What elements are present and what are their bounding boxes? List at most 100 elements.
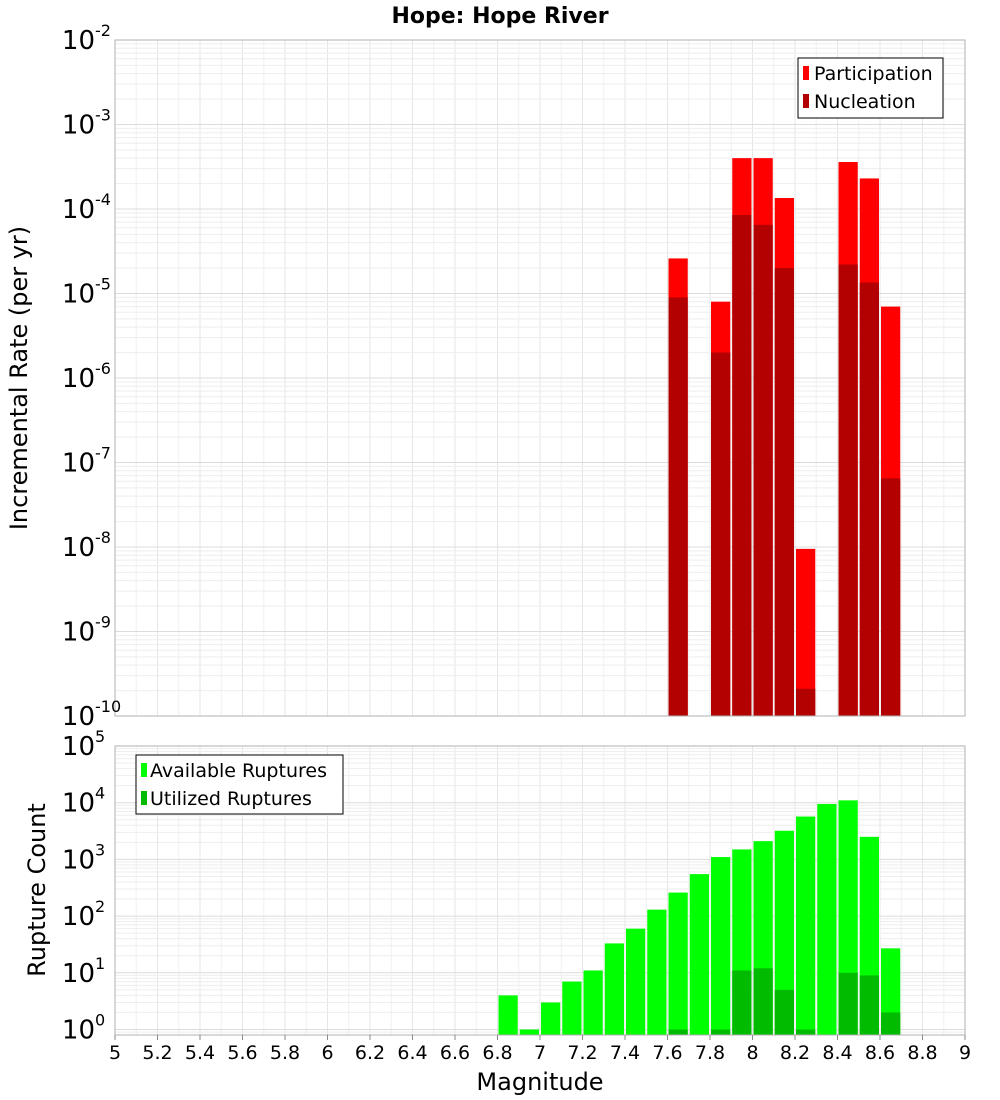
x-tick-label: 7.2 [567, 1042, 597, 1064]
legend-swatch-participation [803, 66, 809, 80]
x-tick-label: 8.2 [780, 1042, 810, 1064]
bar-available-ruptures [774, 830, 794, 1035]
rate-legend: Participation Nucleation [797, 57, 944, 119]
y-tick-label: 10 [62, 732, 95, 762]
bar-utilized-ruptures [796, 1029, 816, 1035]
x-tick-label: 5 [109, 1042, 121, 1064]
bar-utilized-ruptures [668, 1029, 688, 1035]
bar-available-ruptures [647, 909, 667, 1035]
y-tick-label: 10 [62, 26, 95, 56]
bar-nucleation [668, 297, 688, 716]
bar-nucleation [711, 352, 731, 716]
x-tick-label: 6.2 [355, 1042, 385, 1064]
bar-nucleation [881, 478, 901, 716]
y-tick-exponent: 3 [95, 840, 105, 859]
y-tick-label: 10 [62, 111, 95, 141]
count-legend-box [135, 754, 344, 815]
x-tick-label: 9 [959, 1042, 971, 1064]
bar-available-ruptures [604, 943, 624, 1035]
legend-label-utilized: Utilized Ruptures [150, 788, 312, 810]
bar-nucleation [774, 268, 794, 716]
x-tick-label: 6.8 [482, 1042, 512, 1064]
bar-utilized-ruptures [753, 968, 773, 1035]
magnitude-x-ticks: 5 5.2 5.4 5.6 5.8 6 6.2 6.4 6.6 6.8 7 7.2 7.4 7.6 7.8 8… [109, 1035, 971, 1064]
bar-nucleation [796, 688, 816, 716]
x-tick-label: 5.4 [185, 1042, 215, 1064]
y-tick-exponent: 0 [95, 1011, 105, 1030]
x-tick-label: 6.6 [440, 1042, 470, 1064]
y-tick-label: 10 [62, 1016, 95, 1046]
legend-swatch-utilized [141, 791, 147, 805]
x-tick-label: 8 [746, 1042, 758, 1064]
x-tick-label: 5.2 [142, 1042, 172, 1064]
bar-available-ruptures [519, 1029, 539, 1035]
x-tick-label: 7.4 [610, 1042, 640, 1064]
y-tick-label: 10 [62, 195, 95, 225]
y-tick-label: 10 [62, 902, 95, 932]
y-tick-exponent: 2 [95, 897, 105, 916]
y-tick-exponent: -7 [95, 444, 111, 463]
y-tick-exponent: -3 [95, 106, 111, 125]
chart-title: Hope: Hope River [391, 4, 608, 29]
y-tick-exponent: -2 [95, 21, 111, 40]
bar-available-ruptures [626, 928, 646, 1035]
x-tick-label: 6.4 [397, 1042, 427, 1064]
y-tick-label: 10 [62, 702, 95, 732]
legend-label-available: Available Ruptures [150, 760, 327, 782]
bar-nucleation [753, 224, 773, 716]
y-tick-exponent: 1 [95, 954, 105, 973]
legend-swatch-nucleation [803, 94, 809, 108]
y-tick-label: 10 [62, 280, 95, 310]
bar-utilized-ruptures [881, 1012, 901, 1035]
count-bars [498, 800, 901, 1035]
bar-available-ruptures [583, 970, 603, 1035]
y-tick-exponent: -5 [95, 275, 111, 294]
bar-utilized-ruptures [838, 972, 858, 1035]
bar-available-ruptures [562, 981, 582, 1035]
bar-utilized-ruptures [859, 975, 879, 1035]
x-tick-label: 8.6 [865, 1042, 895, 1064]
bar-nucleation [838, 264, 858, 716]
count-y-axis-label: Rupture Count [23, 803, 51, 977]
bar-available-ruptures [817, 803, 837, 1035]
y-tick-label: 10 [62, 364, 95, 394]
bar-utilized-ruptures [711, 1029, 731, 1035]
count-legend: Available Ruptures Utilized Ruptures [135, 754, 344, 815]
rate-grid [114, 39, 966, 717]
bar-available-ruptures [689, 874, 709, 1035]
rate-legend-box [797, 57, 944, 119]
bar-available-ruptures [541, 1002, 561, 1035]
x-tick-label: 8.4 [822, 1042, 852, 1064]
x-tick-label: 7 [534, 1042, 546, 1064]
x-tick-label: 8.8 [907, 1042, 937, 1064]
y-tick-label: 10 [62, 789, 95, 819]
magnitude-x-axis-label: Magnitude [476, 1068, 603, 1096]
legend-swatch-available [141, 763, 147, 777]
bar-available-ruptures [498, 995, 518, 1035]
y-tick-exponent: -9 [95, 613, 111, 632]
bar-available-ruptures [796, 816, 816, 1035]
bar-utilized-ruptures [732, 970, 752, 1035]
bar-available-ruptures [668, 892, 688, 1035]
y-tick-exponent: -4 [95, 190, 111, 209]
rate-y-axis-label: Incremental Rate (per yr) [5, 226, 33, 530]
bar-nucleation [732, 214, 752, 716]
bar-utilized-ruptures [774, 989, 794, 1035]
y-tick-exponent: -6 [95, 359, 111, 378]
x-tick-label: 7.8 [695, 1042, 725, 1064]
y-tick-exponent: 4 [95, 784, 105, 803]
x-tick-label: 7.6 [652, 1042, 682, 1064]
y-tick-label: 10 [62, 533, 95, 563]
bar-participation [796, 548, 816, 716]
y-tick-exponent: -8 [95, 528, 111, 547]
y-tick-label: 10 [62, 845, 95, 875]
bar-nucleation [859, 282, 879, 716]
x-tick-label: 5.6 [227, 1042, 257, 1064]
y-tick-exponent: 5 [95, 727, 105, 746]
y-tick-exponent: -10 [95, 697, 121, 716]
